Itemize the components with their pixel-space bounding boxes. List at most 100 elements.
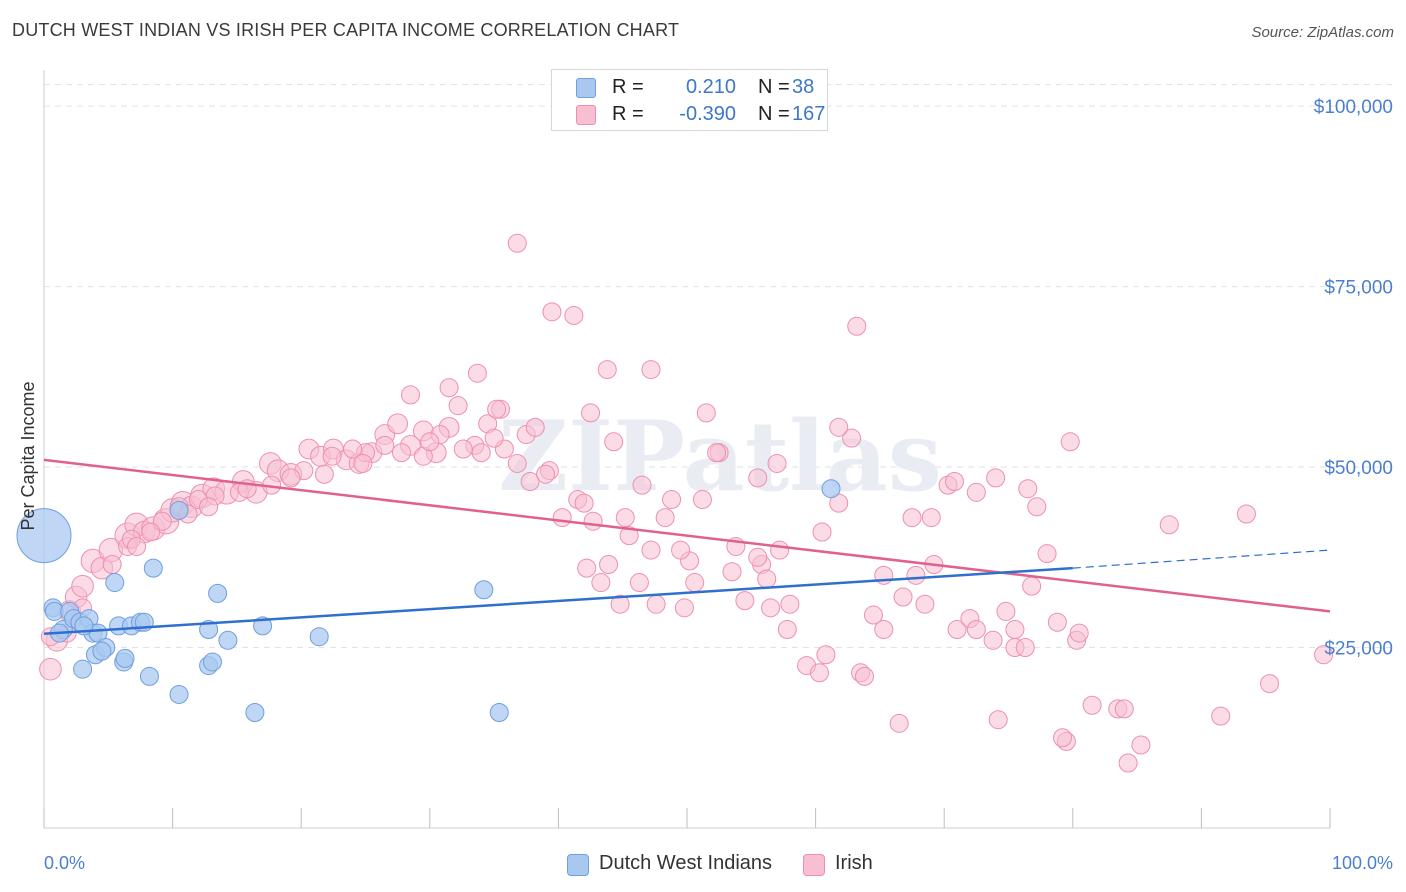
correlation-legend: R = 0.210 N = 38 R = -0.390 N = 167 [551,69,828,131]
y-tick-label: $75,000 [1324,278,1393,299]
data-point-dutch [73,659,93,679]
y-tick-label: $50,000 [1324,458,1393,479]
x-tick-label: 0.0% [44,853,85,873]
data-point-irish [1131,735,1151,755]
legend-r-label: R = [612,76,644,98]
data-point-irish [439,378,459,398]
tick-labels: $25,000 $50,000 $75,000 $100,000 0.0% 100.0% [44,97,1393,873]
data-point-irish [281,468,301,488]
data-point-irish [854,666,874,686]
data-point-irish [1005,619,1025,639]
data-point-irish [1211,706,1231,726]
trend-line-irish [43,458,1331,613]
data-point-irish [671,540,691,560]
data-point-irish [966,482,986,502]
data-point-irish [812,522,832,542]
data-point-irish [507,453,527,473]
data-point-irish [1047,612,1067,632]
series-legend: Dutch West Indians Irish [0,852,1406,878]
data-point-irish [655,508,675,528]
data-point-irish [662,490,682,510]
data-point-irish [966,619,986,639]
data-point-irish [322,446,342,466]
data-point-dutch [143,558,163,578]
data-point-irish [889,713,909,733]
data-point-irish [629,573,649,593]
data-point-irish [906,565,926,585]
legend-swatch-dutch [567,854,589,876]
data-point-dutch [169,500,189,520]
legend-label-dutch: Dutch West Indians [599,852,773,874]
data-point-irish [921,508,941,528]
data-point-irish [816,645,836,665]
data-point-irish [983,630,1003,650]
data-point-irish [696,403,716,423]
data-point-irish [599,555,619,575]
legend-swatch-irish [803,854,825,876]
data-point-irish [632,475,652,495]
data-point-irish [1082,695,1102,715]
data-point-irish [525,417,545,437]
data-point-irish [809,663,829,683]
data-point-irish [988,710,1008,730]
data-point-irish [1114,699,1134,719]
data-point-irish [748,547,768,567]
data-point-irish [1060,432,1080,452]
source-label: Source: ZipAtlas.com [1251,24,1394,41]
x-tick-label: 100.0% [1332,853,1393,873]
data-point-irish [996,601,1016,621]
data-point-irish [564,305,584,325]
data-point-irish [1037,544,1057,564]
data-point-irish [604,432,624,452]
data-point-dutch [169,684,189,704]
legend-n-label: N = [758,103,790,125]
data-point-irish [770,540,790,560]
data-point-irish [761,598,781,618]
data-point-irish [641,360,661,380]
grid-lines [44,83,1395,649]
data-point-irish [722,562,742,582]
data-point-irish [71,574,94,598]
y-axis-label: Per Capita Income [18,381,38,530]
data-point-irish [574,493,594,513]
trend-line-dutch-projection [1072,549,1331,569]
legend-swatch-irish [576,105,596,125]
data-point-irish [829,417,849,437]
data-point-irish [863,605,883,625]
data-point-irish [1018,479,1038,499]
data-point-irish [842,428,862,448]
data-point-irish [591,573,611,593]
data-point-irish [401,385,421,405]
data-point-dutch [105,573,125,593]
data-point-irish [314,464,334,484]
data-point-irish [735,591,755,611]
data-point-irish [777,619,797,639]
data-point-irish [392,443,412,463]
data-point-irish [127,536,147,556]
legend-n-label: N = [758,76,790,98]
data-point-irish [1027,497,1047,517]
data-point-irish [944,471,964,491]
data-point-irish [641,540,661,560]
data-point-irish [1022,576,1042,596]
trend-line-dutch [43,566,1073,636]
data-point-irish [1069,623,1089,643]
data-point-irish [1260,674,1280,694]
data-point-irish [581,403,601,423]
data-point-irish [484,428,504,448]
legend-swatch-dutch [576,78,596,98]
data-point-irish [542,302,562,322]
data-point-dutch [309,627,329,647]
data-point-irish [141,522,161,542]
data-point-dutch [218,630,238,650]
data-point-irish [986,468,1006,488]
data-point-irish [893,587,913,607]
y-tick-label: $25,000 [1324,639,1393,660]
data-point-irish [902,508,922,528]
data-point-irish [375,435,395,455]
data-point-dutch [92,641,112,661]
data-point-irish [597,360,617,380]
data-point-dutch [202,652,222,672]
data-point-irish [692,490,712,510]
data-point-irish [1118,753,1138,773]
